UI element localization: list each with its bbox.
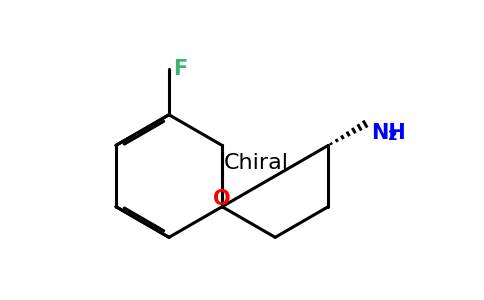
Text: Chiral: Chiral <box>223 153 288 172</box>
Text: NH: NH <box>371 124 406 143</box>
Text: F: F <box>173 59 188 79</box>
Text: 2: 2 <box>388 129 398 143</box>
Text: O: O <box>213 189 231 209</box>
